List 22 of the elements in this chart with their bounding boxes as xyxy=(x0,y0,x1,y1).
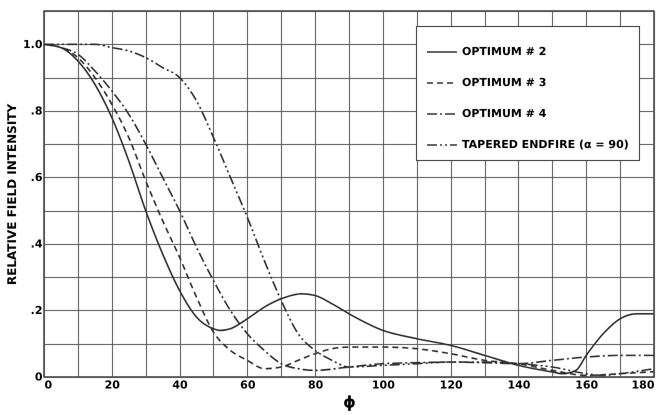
y-tick-label: .6 xyxy=(30,170,43,184)
x-tick-label: 160 xyxy=(575,378,599,392)
x-tick-label: 100 xyxy=(372,378,396,392)
y-tick-label: .8 xyxy=(30,104,42,118)
y-tick-label: 0 xyxy=(34,370,43,384)
y-tick-label: .2 xyxy=(30,304,42,317)
x-tick-label: 20 xyxy=(104,378,120,392)
legend-label: OPTIMUM # 2 xyxy=(462,45,546,58)
x-axis-title: ϕ xyxy=(343,392,356,412)
x-tick-label: 60 xyxy=(240,378,256,392)
y-tick-label: 1.0 xyxy=(23,38,43,51)
x-tick-label: 80 xyxy=(308,378,324,392)
y-axis-title: RELATIVE FIELD INTENSITY xyxy=(5,104,20,286)
x-tick-label: 120 xyxy=(440,378,463,392)
x-tick-label: 40 xyxy=(172,378,188,392)
x-tick-label: 140 xyxy=(507,378,531,392)
x-tick-label: 0 xyxy=(44,378,52,392)
y-tick-label: .4 xyxy=(30,237,43,250)
legend-label: OPTIMUM # 4 xyxy=(462,107,547,120)
legend-label: OPTIMUM # 3 xyxy=(462,76,546,89)
x-tick-label: 180 xyxy=(632,378,655,392)
legend-label: TAPERED ENDFIRE (α = 90) xyxy=(462,138,629,151)
